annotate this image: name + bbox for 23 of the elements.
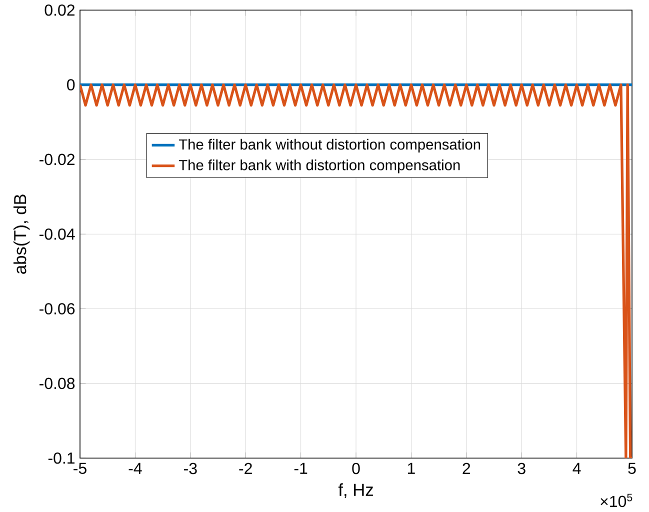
y-tick-label: -0.1 xyxy=(48,452,75,464)
y-axis-title: abs(T), dB xyxy=(14,194,30,274)
x-tick-label: -1 xyxy=(294,463,308,474)
x-tick-label: 1 xyxy=(408,463,415,474)
x-tick-label: 2 xyxy=(462,463,470,474)
y-tick-label: -0.04 xyxy=(40,228,75,240)
y-tick-label: 0 xyxy=(67,79,75,91)
x-tick-label: -3 xyxy=(184,463,197,474)
x-tick-label: -5 xyxy=(74,463,86,474)
legend-label: The filter bank without distortion compensation xyxy=(178,139,480,153)
x-tick-label: 4 xyxy=(572,463,581,474)
x-tick-label: -4 xyxy=(128,463,142,474)
y-tick-label: -0.06 xyxy=(40,303,75,315)
legend-label: The filter bank with distortion compensation xyxy=(178,160,460,174)
y-tick-label: 0.02 xyxy=(44,4,74,16)
y-tick-label: -0.08 xyxy=(40,378,75,390)
text: ×10$^{5}$ xyxy=(600,494,632,508)
x-tick-label: 5 xyxy=(628,463,636,474)
x-tick-label: 3 xyxy=(518,463,526,474)
x-tick-label: -2 xyxy=(239,463,252,474)
x-tick-label: 0 xyxy=(352,463,360,474)
y-tick-label: -0.02 xyxy=(40,154,74,166)
x-axis-title: f, Hz xyxy=(338,484,373,498)
